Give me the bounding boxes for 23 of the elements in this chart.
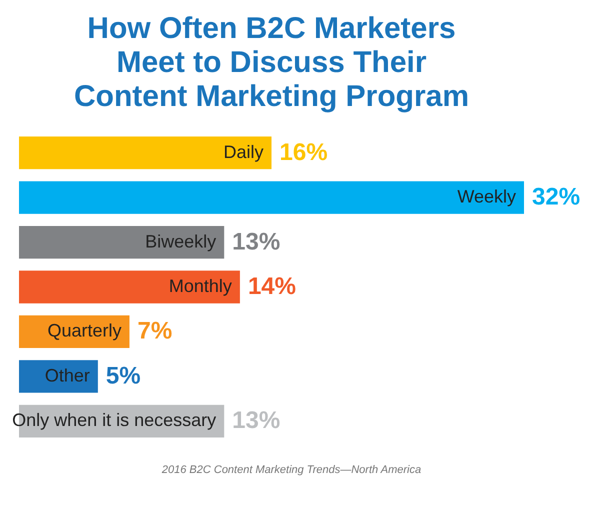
text: 2016 B2C Content Marketing Trends—North America xyxy=(160,464,422,476)
data-label: 14% xyxy=(248,273,296,300)
text: Content Marketing Program xyxy=(74,80,470,113)
bar xyxy=(19,360,98,393)
y-tick-label: Biweekly xyxy=(145,231,216,252)
bar xyxy=(19,181,524,214)
y-tick-label: Monthly xyxy=(168,276,232,296)
data-label: 5% xyxy=(106,362,141,390)
data-label: 13% xyxy=(232,228,280,256)
data-label: 7% xyxy=(137,318,172,345)
bar xyxy=(19,136,272,170)
text: Meet to Discuss Their xyxy=(116,46,427,79)
data-label: 32% xyxy=(532,184,580,211)
y-tick-label: Only when it is necessary xyxy=(12,410,216,430)
y-tick-label: Weekly xyxy=(457,186,516,207)
y-tick-label: Quarterly xyxy=(47,320,122,341)
data-label: 16% xyxy=(280,138,328,166)
y-tick-label: Other xyxy=(44,365,90,386)
text: How Often B2C Marketers xyxy=(87,12,456,45)
data-label: 13% xyxy=(232,407,280,434)
bar xyxy=(19,270,240,304)
y-tick-label: Daily xyxy=(223,142,264,162)
bar xyxy=(19,226,224,259)
